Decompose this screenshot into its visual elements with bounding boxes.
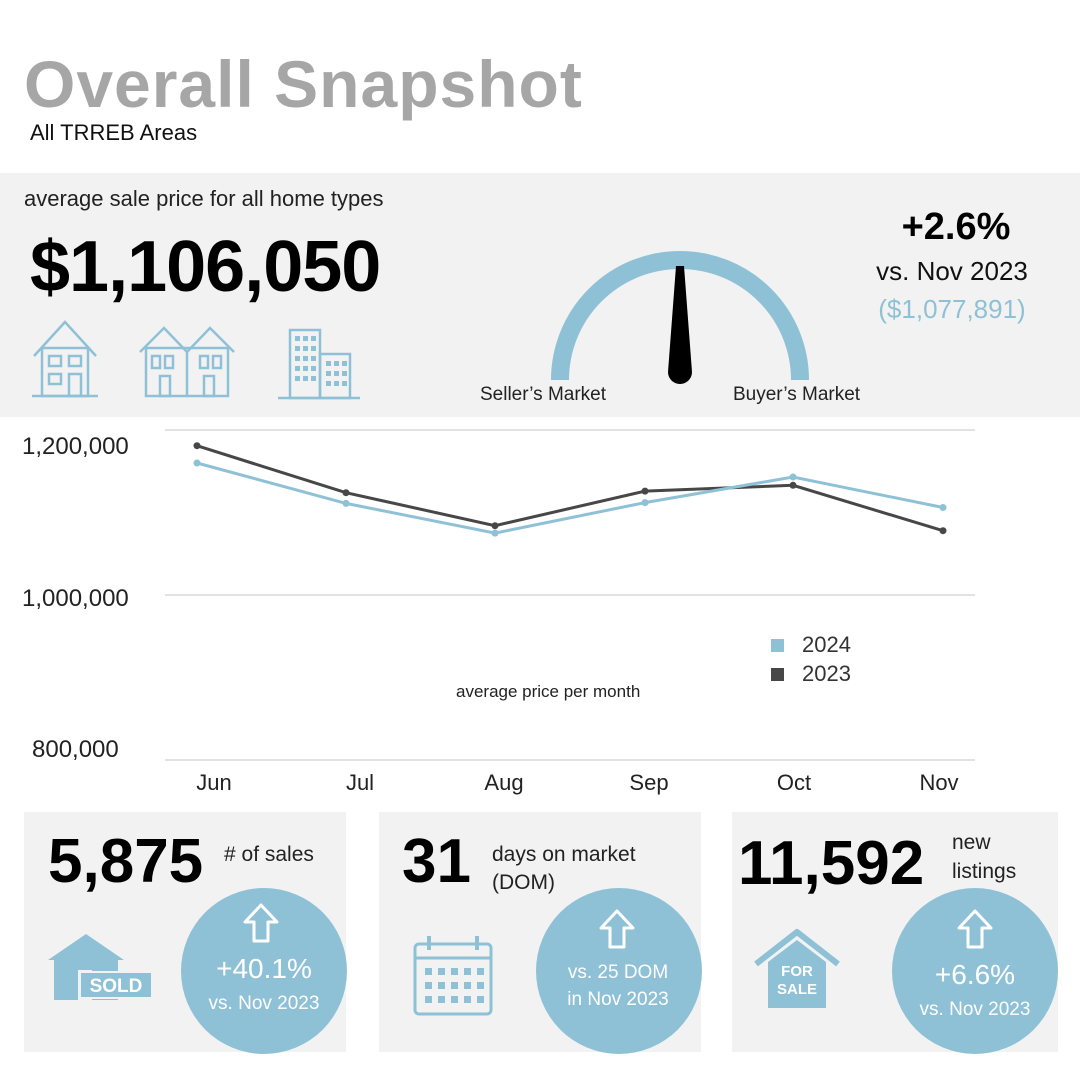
listings-label-line2: listings — [952, 860, 1017, 883]
data-point-2024-jul — [342, 499, 350, 507]
for-sale-text-line1: FOR — [781, 963, 813, 980]
sales-count: 5,875 — [48, 827, 204, 896]
data-point-2024-sep — [641, 499, 649, 507]
page-title: Overall Snapshot — [24, 47, 583, 121]
price-change-percent: +2.6% — [901, 206, 1011, 248]
dom-value: 31 — [402, 827, 471, 896]
data-point-2023-sep — [641, 487, 649, 495]
sold-sign-text: SOLD — [90, 976, 143, 997]
series-line-2023 — [196, 444, 944, 533]
townhouse-icon — [139, 326, 235, 398]
data-point-2024-nov — [939, 504, 947, 511]
x-tick-label: Nov — [919, 770, 959, 795]
x-tick-label: Oct — [776, 770, 812, 795]
page-subtitle: All TRREB Areas — [30, 120, 198, 145]
detached-house-icon — [32, 320, 98, 398]
buyers-market-label: Buyer’s Market — [733, 384, 861, 405]
x-tick-label: Jul — [345, 770, 375, 795]
comparison-period: vs. Nov 2023 — [876, 256, 1028, 286]
arrow-up-icon — [599, 909, 635, 949]
listings-change-value: +6.6% — [934, 959, 1016, 990]
x-tick-label: Sep — [629, 770, 669, 795]
for-sale-text-line2: SALE — [777, 981, 817, 998]
dom-change-line2: in Nov 2023 — [567, 989, 669, 1010]
for-sale-house-icon: FOR SALE — [754, 929, 840, 1008]
data-point-2023-oct — [789, 481, 797, 489]
data-point-2023-nov — [939, 527, 947, 535]
condo-building-icon — [278, 328, 360, 400]
listings-change-period: vs. Nov 2023 — [919, 999, 1031, 1020]
sellers-market-label: Seller’s Market — [480, 384, 607, 405]
series-line-2024 — [196, 461, 944, 535]
new-listings-count: 11,592 — [738, 829, 925, 898]
data-point-2023-jun — [193, 442, 201, 450]
sales-change-circle — [181, 888, 347, 1054]
arrow-up-icon — [957, 909, 993, 949]
data-point-2024-aug — [491, 529, 499, 537]
legend-label-2024: 2024 — [802, 632, 851, 657]
dom-change-circle — [536, 888, 702, 1054]
gauge-needle — [668, 266, 692, 384]
calendar-icon — [413, 936, 493, 1016]
dom-label-line1: days on market — [492, 843, 636, 866]
dom-label-line2: (DOM) — [492, 871, 555, 894]
previous-price-value: ($1,077,891) — [878, 294, 1026, 324]
y-tick-label: 1,000,000 — [22, 585, 129, 612]
sales-change-period: vs. Nov 2023 — [208, 993, 320, 1014]
sales-label: # of sales — [224, 843, 314, 866]
x-tick-label: Jun — [196, 770, 232, 795]
price-line-chart — [165, 429, 975, 761]
legend-swatch-2023 — [771, 668, 784, 681]
listings-label-line1: new — [952, 831, 991, 854]
market-gauge — [551, 251, 809, 384]
sales-change-value: +40.1% — [216, 953, 312, 984]
x-tick-label: Aug — [484, 770, 524, 795]
sold-house-icon: SOLD — [48, 934, 153, 1000]
chart-title: average price per month — [456, 682, 641, 701]
average-price-value: $1,106,050 — [30, 227, 381, 307]
data-point-2023-aug — [491, 522, 499, 530]
price-label: average sale price for all home types — [24, 186, 384, 211]
y-tick-label: 1,200,000 — [22, 433, 129, 460]
data-point-2023-jul — [342, 489, 350, 497]
legend-swatch-2024 — [771, 639, 784, 652]
arrow-up-icon — [243, 903, 279, 943]
y-tick-label: 800,000 — [32, 736, 119, 763]
data-point-2024-oct — [789, 473, 797, 481]
legend-label-2023: 2023 — [802, 661, 851, 686]
data-point-2024-jun — [193, 459, 201, 467]
price-panel — [0, 173, 1080, 417]
dom-change-line1: vs. 25 DOM — [567, 962, 669, 983]
listings-change-circle — [892, 888, 1058, 1054]
gauge-arc — [551, 251, 809, 381]
